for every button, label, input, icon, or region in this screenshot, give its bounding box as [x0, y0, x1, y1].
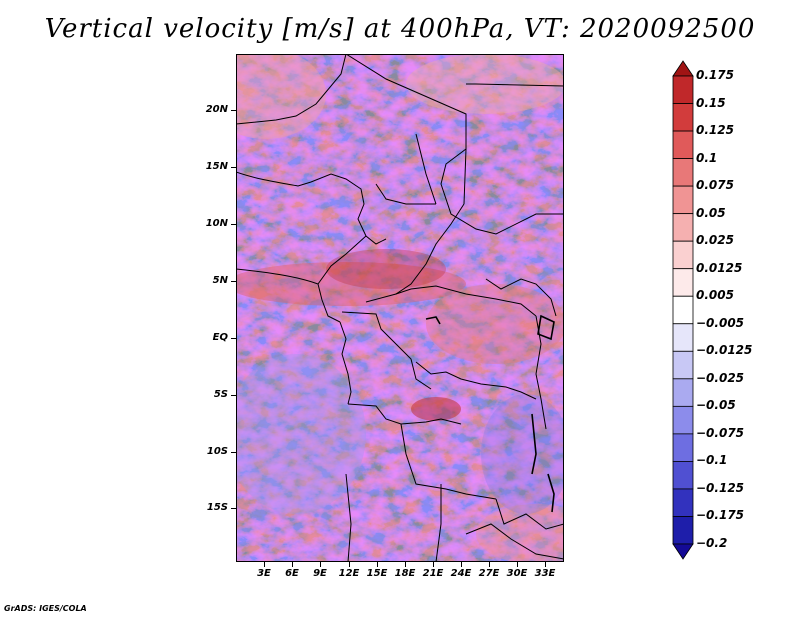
lon-label-15e: 15E [366, 568, 388, 579]
lon-tick [349, 562, 350, 567]
colorbar-box [672, 323, 694, 352]
colorbar-level-label: 0.075 [696, 178, 734, 193]
colorbar-level-label: 0.15 [696, 95, 726, 110]
colorbar-box [672, 213, 694, 242]
colorbar-box [672, 268, 694, 297]
lat-tick [231, 224, 236, 225]
lon-tick [517, 562, 518, 567]
colorbar-level-label: 0.005 [696, 288, 734, 303]
footer-credit: GrADS: IGES/COLA [4, 604, 87, 613]
colorbar-box [672, 158, 694, 187]
colorbar-level-label: −0.0125 [696, 343, 753, 358]
lon-label-18e: 18E [394, 568, 416, 579]
colorbar-level-label: 0.125 [696, 123, 734, 138]
colorbar-box [672, 378, 694, 407]
lat-tick [231, 110, 236, 111]
colorbar-box [672, 405, 694, 435]
lat-label-10s: 10S [206, 446, 228, 457]
lat-tick [231, 395, 236, 396]
lon-label-27e: 27E [478, 568, 500, 579]
colorbar-level-label: 0.1 [696, 150, 718, 165]
lat-tick [231, 167, 236, 168]
colorbar-box [672, 130, 694, 159]
ascent-core-central [326, 249, 446, 289]
colorbar-box [672, 350, 694, 380]
colorbar-box [672, 185, 694, 215]
lat-tick [231, 508, 236, 509]
colorbar-level-label: −0.125 [696, 480, 745, 495]
colorbar-level-label: 0.05 [696, 205, 726, 220]
lon-tick [292, 562, 293, 567]
lon-tick [320, 562, 321, 567]
lon-label-33e: 33E [534, 568, 556, 579]
colorbar-box [672, 103, 694, 132]
ascent-region-nw [236, 54, 326, 139]
lat-tick [231, 281, 236, 282]
colorbar-level-label: −0.05 [696, 398, 736, 413]
lat-label-10n: 10N [205, 218, 228, 229]
colorbar-box [672, 295, 694, 325]
country-borders [236, 54, 564, 562]
descent-region-east [481, 394, 564, 514]
lon-tick [489, 562, 490, 567]
colorbar-bottom-triangle [672, 543, 694, 560]
lon-tick [461, 562, 462, 567]
lon-label-12e: 12E [338, 568, 360, 579]
ascent-region-se [476, 504, 564, 562]
lon-tick [264, 562, 265, 567]
ascent-band-5n [236, 262, 466, 306]
colorbar-box [672, 240, 694, 270]
colorbar-level-label: −0.075 [696, 425, 745, 440]
colorbar-scale [672, 60, 694, 560]
lon-label-21e: 21E [422, 568, 444, 579]
colorbar-level-label: −0.005 [696, 315, 745, 330]
lon-label-24e: 24E [450, 568, 472, 579]
ascent-core-south [411, 397, 461, 421]
lon-tick [433, 562, 434, 567]
colorbar-box [672, 488, 694, 517]
descent-background [236, 54, 564, 562]
lat-label-eq: EQ [212, 332, 228, 343]
lat-label-5n: 5N [212, 275, 228, 286]
lon-tick [377, 562, 378, 567]
lon-label-6e: 6E [285, 568, 299, 579]
colorbar-box [672, 461, 694, 490]
lat-tick [231, 452, 236, 453]
colorbar-box [672, 516, 694, 545]
colorbar-level-label: −0.025 [696, 370, 745, 385]
lat-label-5s: 5S [213, 389, 228, 400]
velocity-map [236, 54, 564, 562]
map-frame [236, 54, 564, 562]
colorbar-level-label: −0.175 [696, 508, 745, 523]
map-title: Vertical velocity [m/s] at 400hPa, VT: 2… [44, 14, 756, 44]
descent-region-atlantic [236, 354, 366, 514]
lon-tick [545, 562, 546, 567]
colorbar-level-label: −0.2 [696, 536, 728, 550]
colorbar-level-label: 0.025 [696, 233, 734, 248]
lat-tick [231, 338, 236, 339]
colorbar-box [672, 433, 694, 462]
lon-tick [405, 562, 406, 567]
velocity-field [236, 54, 564, 562]
colorbar-top-triangle [672, 60, 694, 77]
colorbar-level-label: 0.0125 [696, 260, 743, 275]
lat-label-20n: 20N [205, 104, 228, 115]
colorbar-level-label: −0.1 [696, 453, 728, 468]
lon-label-9e: 9E [313, 568, 327, 579]
lon-label-30e: 30E [506, 568, 528, 579]
lon-label-3e: 3E [257, 568, 271, 579]
lat-label-15s: 15S [206, 502, 228, 513]
colorbar-level-label: 0.175 [696, 68, 734, 82]
ascent-region-east [426, 284, 564, 364]
colorbar: 0.175 0.15 0.125 0.1 0.075 0.05 0.025 0.0125 0.0… [672, 60, 792, 560]
lakes [425, 314, 555, 513]
colorbar-box [672, 75, 694, 104]
lat-label-15n: 15N [205, 161, 228, 172]
